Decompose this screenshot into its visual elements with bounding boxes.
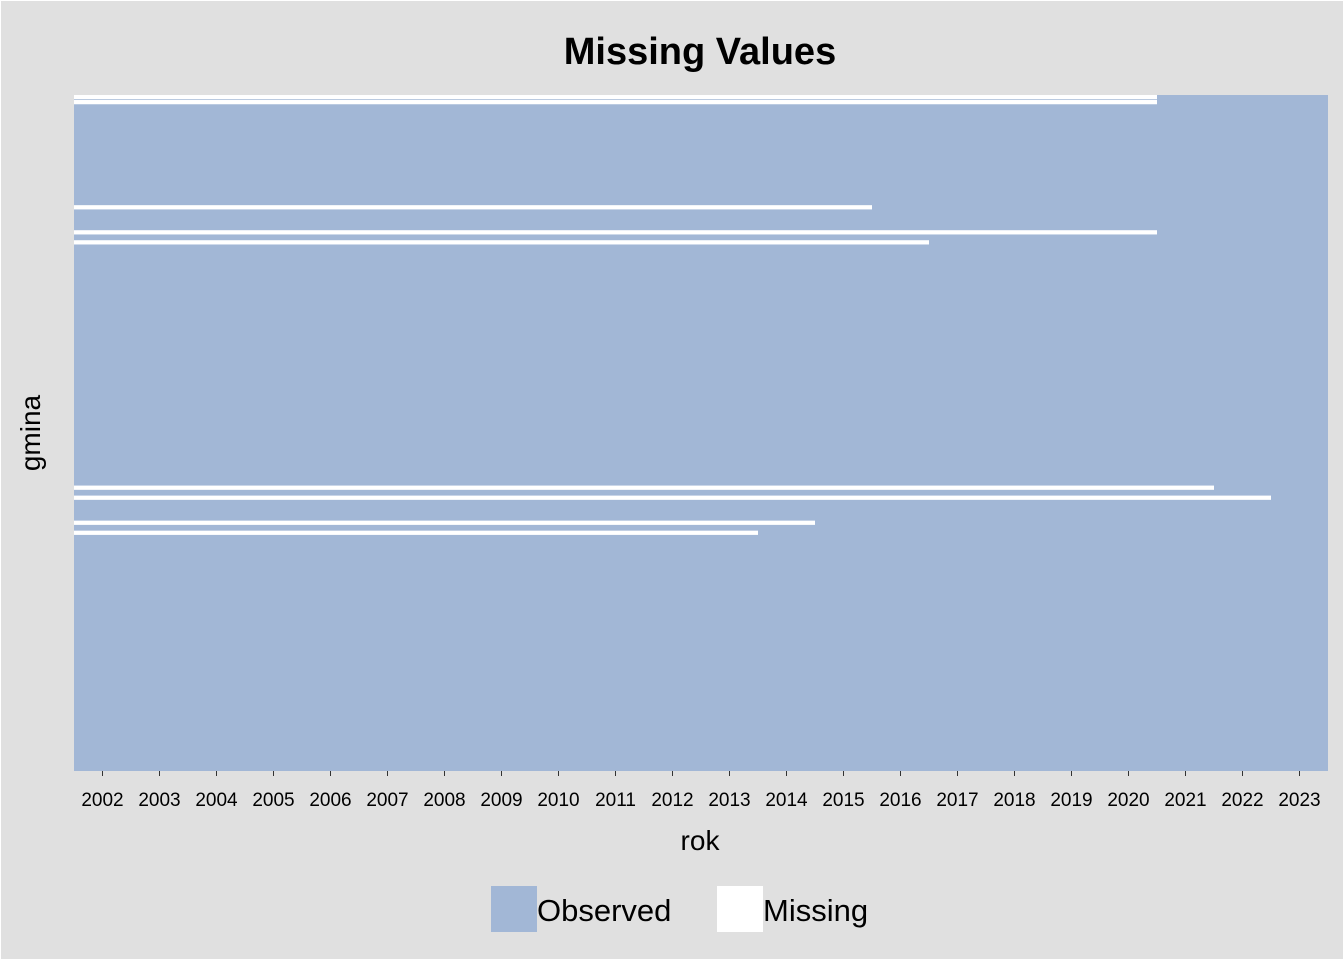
x-tick-label-2019: 2019	[1050, 790, 1092, 811]
missing-row-segment-8	[74, 530, 758, 535]
x-tick-label-2012: 2012	[651, 790, 693, 811]
x-tick-label-2023: 2023	[1278, 790, 1320, 811]
x-tick-label-2011: 2011	[595, 790, 636, 811]
missing-row-segment-0	[74, 95, 1157, 100]
missing-row-segment-5	[74, 485, 1214, 490]
missing-row-segment-6	[74, 495, 1271, 500]
x-tick-label-2008: 2008	[423, 790, 465, 811]
x-tick-label-2004: 2004	[195, 790, 238, 811]
missing-row-segment-1	[74, 100, 1157, 105]
y-axis-label: gmina	[15, 394, 46, 471]
missing-row-segment-7	[74, 520, 815, 525]
legend-swatch-missing	[717, 886, 763, 932]
x-tick-label-2013: 2013	[708, 790, 750, 811]
x-tick-label-2015: 2015	[822, 790, 864, 811]
x-tick-label-2021: 2021	[1164, 790, 1206, 811]
x-tick-label-2018: 2018	[993, 790, 1035, 811]
legend-label-missing: Missing	[763, 893, 868, 928]
x-axis-label: rok	[681, 825, 721, 856]
x-axis-ticks: 2002 2003 2004 2005 2006 2007 2008 2009 2010 2011…	[81, 771, 1321, 811]
plot-panel	[74, 95, 1328, 771]
missing-row-segment-2	[74, 205, 872, 210]
x-tick-label-2020: 2020	[1107, 790, 1149, 811]
x-tick-label-2002: 2002	[81, 790, 123, 811]
missing-row-segment-4	[74, 240, 929, 245]
legend-swatch-observed	[491, 886, 537, 932]
x-tick-label-2017: 2017	[936, 790, 978, 811]
x-tick-label-2009: 2009	[480, 790, 522, 811]
x-tick-label-2016: 2016	[879, 790, 921, 811]
x-tick-label-2003: 2003	[138, 790, 180, 811]
x-tick-label-2010: 2010	[537, 790, 579, 811]
missing-row-segment-3	[74, 230, 1157, 235]
x-tick-label-2022: 2022	[1221, 790, 1263, 811]
observed-cells	[74, 95, 1328, 771]
x-tick-label-2006: 2006	[309, 790, 351, 811]
legend-label-observed: Observed	[537, 893, 671, 928]
x-tick-label-2014: 2014	[765, 790, 808, 811]
x-tick-label-2005: 2005	[252, 790, 294, 811]
chart-title: Missing Values	[564, 31, 836, 73]
x-tick-label-2007: 2007	[366, 790, 408, 811]
legend: Observed Missing	[491, 886, 868, 932]
